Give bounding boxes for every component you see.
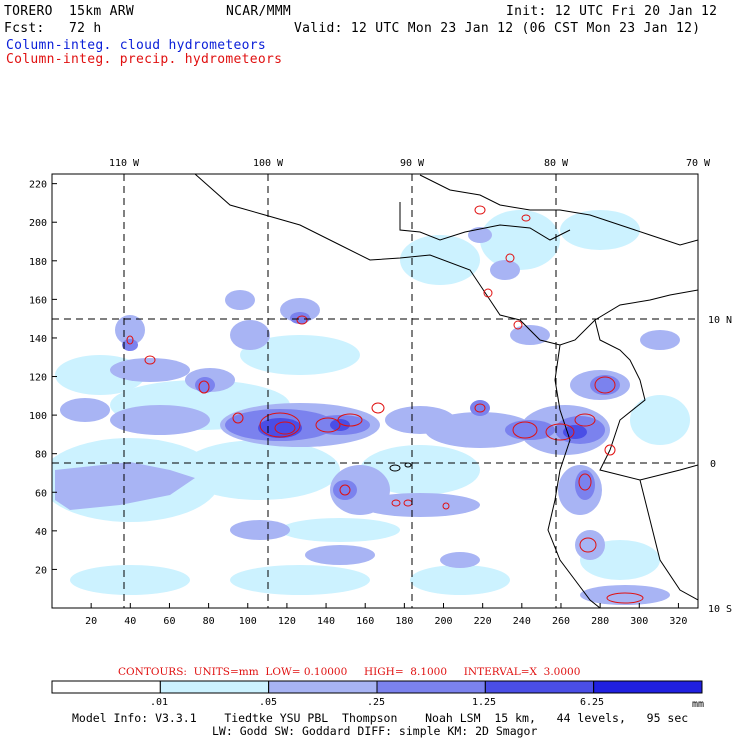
x-tick-label: 200	[434, 616, 452, 627]
colorbar-label-2: .25	[367, 697, 386, 708]
y-tick-label: 180	[29, 257, 47, 268]
contour-info: CONTOURS: UNITS=mm LOW= 0.10000 HIGH= 8.…	[118, 666, 581, 678]
cloud-hydrometeor-field	[52, 210, 690, 605]
lon-label-90w: 90 W	[400, 158, 425, 169]
x-tick-label: 120	[278, 616, 296, 627]
x-tick-label: 140	[317, 616, 335, 627]
y-tick-labels: 220 200 180 160 140 120 100 80 60 40 20	[29, 180, 47, 577]
colorbar	[51, 680, 703, 694]
axis-ticks	[52, 183, 679, 608]
center-label: NCAR/MMM	[226, 4, 292, 19]
lat-label-10s: 10 S	[708, 604, 732, 615]
x-tick-labels: 20 40 60 80 100 120 140 160 180 200 220 240 260 280 30…	[85, 616, 687, 627]
y-tick-label: 60	[35, 488, 47, 499]
y-tick-label: 200	[29, 218, 47, 229]
x-tick-label: 80	[203, 616, 215, 627]
lon-label-80w: 80 W	[544, 158, 569, 169]
model-info: Model Info: V3.3.1 Tiedtke YSU PBL Thomp…	[72, 711, 689, 725]
lat-label-10n: 10 N	[708, 315, 732, 326]
x-tick-label: 300	[630, 616, 648, 627]
valid-time: Valid: 12 UTC Mon 23 Jan 12 (06 CST Mon …	[294, 21, 701, 36]
colorbar-segment	[51, 680, 161, 694]
y-tick-label: 40	[35, 527, 47, 538]
lon-label-110w: 110 W	[109, 158, 140, 169]
x-tick-label: 100	[239, 616, 257, 627]
x-tick-label: 280	[591, 616, 609, 627]
colorbar-label-0: .01	[150, 697, 169, 708]
y-tick-label: 220	[29, 180, 47, 191]
map-border	[51, 173, 699, 609]
colorbar-segment	[593, 680, 703, 694]
y-tick-label: 160	[29, 295, 47, 306]
colorbar-unit: mm	[692, 699, 705, 710]
lon-label-70w: 70 W	[686, 158, 711, 169]
lon-label-100w: 100 W	[253, 158, 284, 169]
x-tick-label: 60	[163, 616, 175, 627]
x-tick-label: 20	[85, 616, 97, 627]
colorbar-label-4: 6.25	[580, 697, 605, 708]
forecast-hour: Fcst: 72 h	[4, 21, 102, 36]
x-tick-label: 160	[356, 616, 374, 627]
y-tick-label: 100	[29, 411, 47, 422]
legend-precip: Column-integ. precip. hydrometeors	[6, 52, 283, 67]
x-tick-label: 180	[395, 616, 413, 627]
y-tick-label: 20	[35, 565, 47, 576]
y-tick-label: 80	[35, 450, 47, 461]
lat-lon-grid	[52, 174, 698, 608]
lat-label-0: 0	[710, 459, 716, 470]
y-tick-label: 140	[29, 334, 47, 345]
x-tick-label: 240	[513, 616, 531, 627]
colorbar-segment	[484, 680, 595, 694]
legend-cloud: Column-integ. cloud hydrometeors	[6, 38, 267, 53]
physics-info: LW: Godd SW: Goddard DIFF: simple KM: 2D…	[212, 724, 538, 738]
colorbar-segment	[159, 680, 270, 694]
x-tick-label: 220	[474, 616, 492, 627]
model-title: TORERO 15km ARW	[4, 4, 135, 19]
colorbar-segment	[268, 680, 378, 694]
x-tick-label: 40	[124, 616, 136, 627]
colorbar-label-1: .05	[259, 697, 278, 708]
colorbar-label-3: 1.25	[472, 697, 497, 708]
coastlines	[194, 174, 698, 608]
y-tick-label: 120	[29, 373, 47, 384]
init-time: Init: 12 UTC Fri 20 Jan 12	[506, 4, 718, 19]
x-tick-label: 260	[552, 616, 570, 627]
x-tick-label: 320	[669, 616, 687, 627]
colorbar-segment	[376, 680, 486, 694]
